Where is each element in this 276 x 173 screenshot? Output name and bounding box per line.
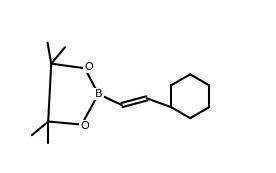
Text: O: O	[84, 62, 93, 72]
Text: O: O	[80, 121, 89, 131]
Text: B: B	[95, 89, 103, 99]
